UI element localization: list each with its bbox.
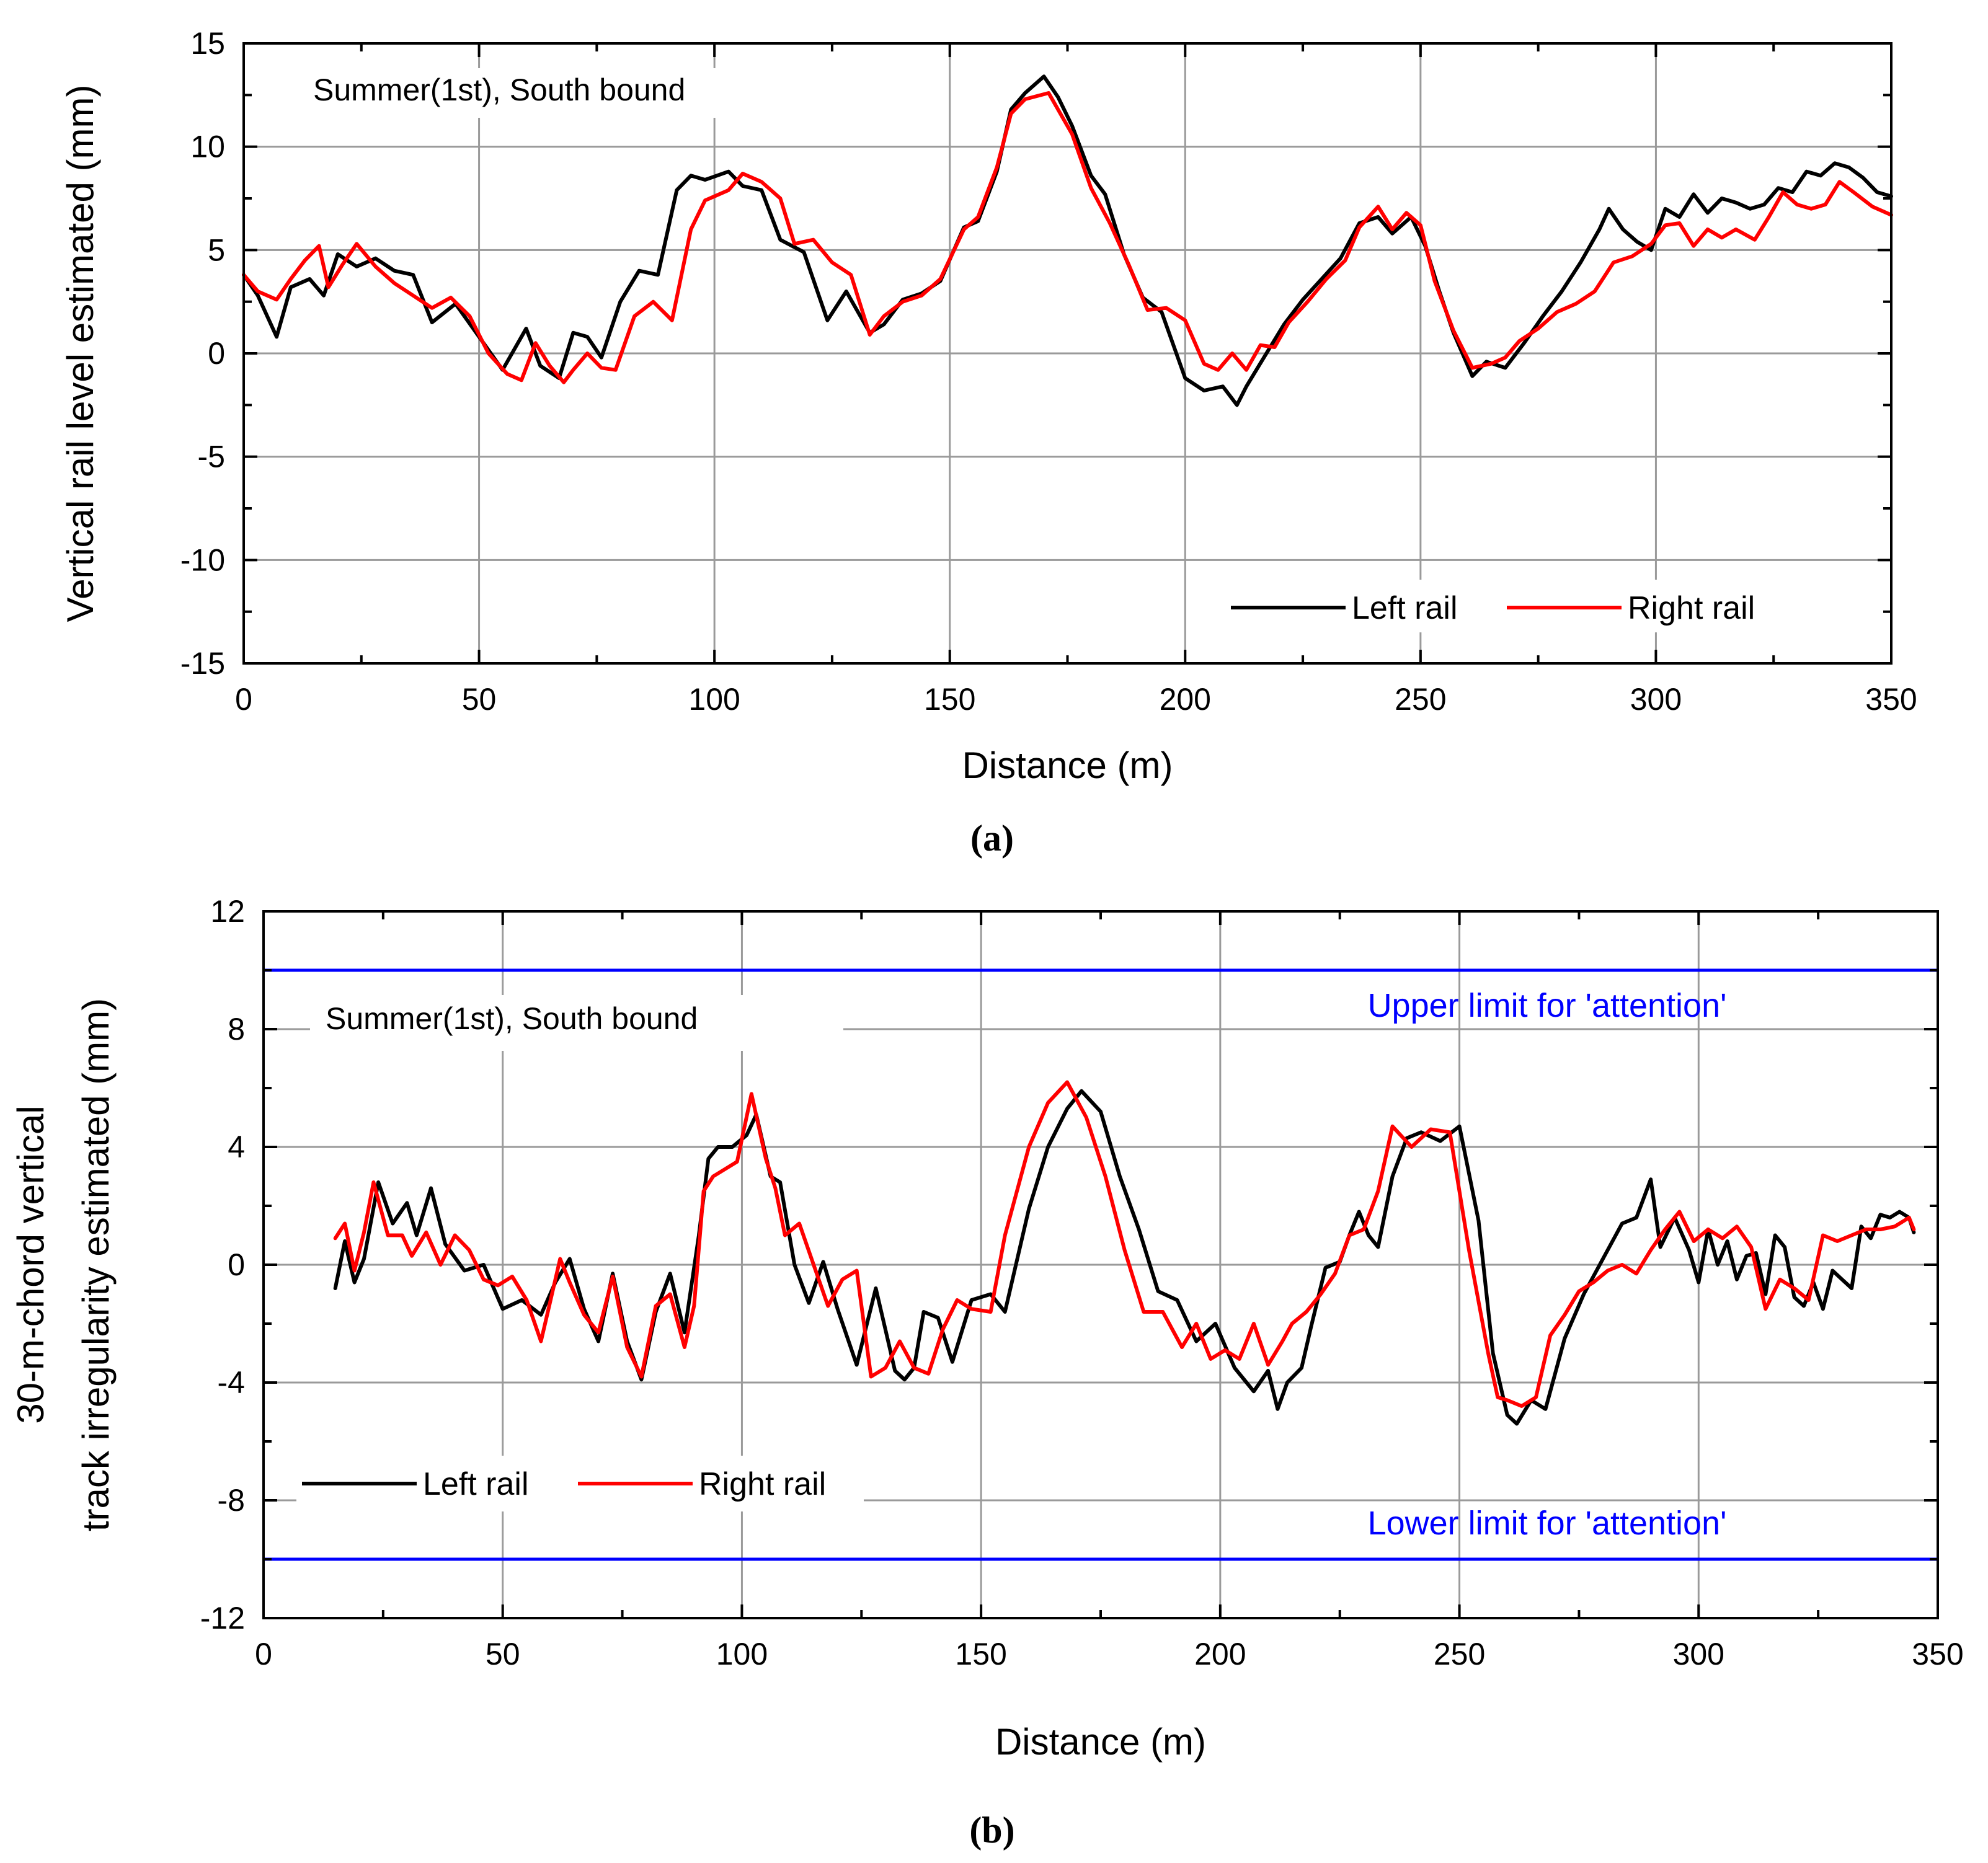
y-tick-label: 0 (208, 336, 225, 371)
legend-left-rail-label: Left rail (1352, 590, 1458, 626)
series-left-rail-line (333, 1089, 1916, 1426)
x-tick-label: 350 (1912, 1637, 1963, 1671)
y-axis-label: track irregularity estimated (mm) (75, 998, 117, 1531)
x-tick-label: 250 (1395, 682, 1446, 717)
x-tick-label: 50 (462, 682, 497, 717)
y-tick-label: -4 (218, 1365, 245, 1400)
panel-a-chart: 0 50 100 150 200 250 300 350 -15 -10 -5 0 5 10 15 Summ… (60, 26, 1917, 786)
panel-b-chart: Upper limit for 'attention' Lower limit f… (10, 894, 1964, 1763)
x-tick-label: 150 (955, 1637, 1006, 1671)
panel-a-caption: (a) (970, 818, 1014, 859)
x-tick-label: 300 (1673, 1637, 1724, 1671)
x-tick-label: 100 (688, 682, 740, 717)
y-axis-label: 30-m-chord vertical (10, 1105, 51, 1424)
y-tick-label: 10 (190, 130, 225, 164)
y-tick-label: 8 (228, 1012, 245, 1047)
panel-b-caption: (b) (969, 1810, 1015, 1851)
y-tick-label: -5 (198, 440, 225, 474)
y-tick-label: -8 (218, 1483, 245, 1518)
y-tick-label: 4 (228, 1130, 245, 1164)
x-tick-label: 150 (924, 682, 975, 717)
legend-left-rail-label: Left rail (423, 1466, 529, 1502)
chart-annotation: Summer(1st), South bound (326, 1001, 698, 1036)
y-tick-label: -12 (200, 1601, 245, 1635)
y-tick-label: 12 (210, 894, 245, 929)
series-right-rail-line (333, 1080, 1916, 1408)
annotation-background (310, 995, 843, 1051)
series-left-rail-line (242, 74, 1893, 407)
legend-right-rail-label: Right rail (1628, 590, 1755, 626)
upper-limit-label: Upper limit for 'attention' (1368, 987, 1727, 1024)
x-tick-label: 200 (1160, 682, 1211, 717)
y-tick-label: -10 (180, 542, 225, 577)
x-tick-label: 350 (1865, 682, 1917, 717)
y-tick-label: 5 (208, 232, 225, 267)
lower-limit-label: Lower limit for 'attention' (1368, 1505, 1727, 1542)
x-tick-label: 0 (255, 1637, 272, 1671)
annotation-background (298, 68, 806, 118)
x-axis-label: Distance (m) (995, 1721, 1206, 1763)
x-tick-label: 250 (1434, 1637, 1485, 1671)
x-axis-label: Distance (m) (962, 745, 1173, 786)
y-tick-label: 15 (190, 26, 225, 61)
y-tick-label: -15 (180, 646, 225, 681)
legend-right-rail-label: Right rail (699, 1466, 826, 1502)
x-tick-label: 300 (1630, 682, 1682, 717)
x-tick-label: 200 (1194, 1637, 1246, 1671)
x-tick-label: 0 (235, 682, 252, 717)
chart-annotation: Summer(1st), South bound (313, 73, 685, 107)
x-tick-label: 50 (486, 1637, 520, 1671)
y-axis-label: Vertical rail level estimated (mm) (60, 85, 101, 622)
y-tick-label: 0 (228, 1247, 245, 1282)
series-right-rail-line (242, 91, 1893, 384)
x-tick-label: 100 (716, 1637, 768, 1671)
